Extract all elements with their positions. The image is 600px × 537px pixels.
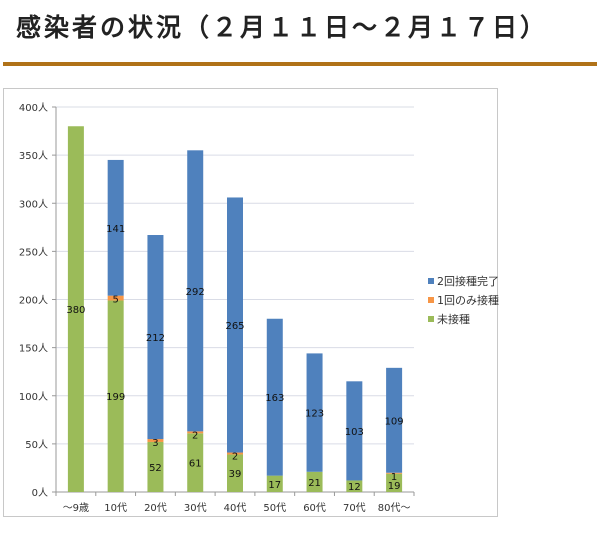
legend-swatch: [428, 278, 434, 284]
bar-segment: [107, 300, 124, 492]
bar-segment: [346, 381, 363, 481]
data-label: 1: [391, 472, 397, 483]
y-tick-label: 300人: [19, 198, 48, 210]
data-label: 199: [106, 392, 125, 403]
legend-swatch: [428, 316, 434, 322]
bar-segment: [266, 318, 283, 476]
title-underline: [3, 62, 597, 66]
data-label: 123: [305, 409, 324, 420]
data-label: 103: [345, 427, 364, 438]
x-tick-label: 40代: [224, 502, 247, 514]
data-label: 52: [149, 463, 162, 474]
data-label: 163: [265, 393, 284, 404]
y-tick-label: 150人: [19, 343, 48, 355]
bar-segment: [386, 472, 403, 474]
data-label: 5: [112, 295, 118, 306]
data-label: 3: [152, 438, 158, 449]
bar-segment: [147, 441, 164, 492]
data-label: 380: [66, 305, 85, 316]
bar-segment: [306, 471, 323, 492]
x-tick-label: 20代: [144, 502, 167, 514]
data-label: 17: [268, 480, 281, 491]
x-tick-label: 30代: [184, 502, 207, 514]
data-label: 19: [388, 481, 401, 492]
bar-segment: [147, 235, 164, 440]
x-tick-label: 50代: [263, 502, 286, 514]
legend-label: 2回接種完了: [437, 274, 499, 288]
y-tick-label: 200人: [19, 295, 48, 307]
data-label: 109: [385, 416, 404, 427]
bar-segment: [107, 159, 124, 296]
bar-segment: [227, 452, 243, 455]
data-label: 12: [348, 482, 361, 493]
bar-segment: [227, 454, 243, 492]
bar-segment: [67, 126, 84, 492]
data-label: 61: [189, 459, 202, 470]
x-tick-label: 10代: [104, 502, 127, 514]
bar-segment: [266, 475, 283, 492]
y-tick-label: 250人: [19, 246, 48, 258]
data-label: 2: [232, 452, 238, 463]
x-tick-label: 80代～: [378, 502, 411, 514]
bar-segment: [227, 197, 243, 453]
y-tick-label: 400人: [19, 102, 48, 114]
legend-label: 未接種: [437, 312, 470, 326]
data-label: 212: [146, 333, 165, 344]
bar-segment: [107, 295, 124, 301]
chart-frame: [3, 88, 498, 517]
bar-segment: [386, 367, 403, 473]
page-title: 感染者の状況（２月１１日～２月１７日）: [16, 13, 549, 42]
bar-segment: [386, 473, 403, 492]
y-tick-label: 0人: [32, 487, 48, 499]
data-label: 2: [192, 430, 198, 441]
x-tick-label: ～9歳: [63, 502, 89, 514]
legend-swatch: [428, 297, 434, 303]
data-label: 265: [225, 321, 244, 332]
x-tick-label: 70代: [343, 502, 366, 514]
legend-label: 1回のみ接種: [437, 293, 499, 307]
data-label: 39: [229, 469, 242, 480]
y-tick-label: 50人: [25, 439, 48, 451]
data-label: 141: [106, 224, 125, 235]
data-label: 21: [308, 478, 321, 489]
bar-segment: [187, 433, 204, 492]
bar-segment: [187, 431, 204, 434]
y-tick-label: 350人: [19, 150, 48, 162]
y-tick-label: 100人: [19, 391, 48, 403]
bar-segment: [346, 480, 363, 492]
bar-segment: [147, 439, 164, 442]
x-tick-label: 60代: [303, 502, 326, 514]
data-label: 292: [186, 287, 205, 298]
bar-segment: [187, 150, 204, 432]
bar-segment: [306, 353, 323, 472]
